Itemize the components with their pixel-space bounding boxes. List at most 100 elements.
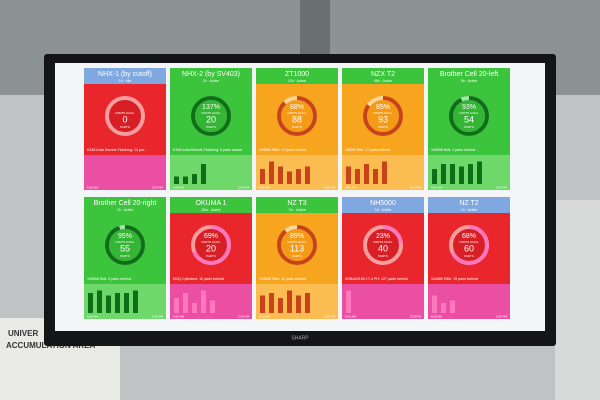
history-bar [296, 295, 301, 313]
tile-header [428, 68, 510, 84]
tile-message: 104880 Rifle: 19 parts behind [431, 277, 478, 281]
tile-status: 1h · Active [461, 208, 477, 212]
tile-footer [342, 284, 424, 319]
tile-message: 109658 Bolt: 3 parts behind [431, 148, 475, 152]
tile-footer [84, 155, 166, 190]
goal-label: PARTS GOAL [116, 240, 135, 244]
gauge-arc [363, 96, 403, 136]
history-bar [373, 169, 378, 184]
history-bar [174, 298, 179, 313]
shift-start: 6:00 AM [259, 314, 271, 318]
history-bar [210, 300, 215, 313]
tile-message: K348 India Barrels Finishing: 5 parts ah… [173, 148, 242, 152]
shift-end: 2:00 PM [410, 314, 422, 318]
history-bar [260, 169, 265, 184]
unit-label: PARTS [464, 125, 474, 129]
goal-label: PARTS GOAL [460, 240, 479, 244]
shift-end: 2:00 PM [152, 185, 164, 189]
gauge-arc [449, 96, 489, 136]
tile-title: NZX T2 [371, 71, 395, 78]
parts-value: 0 [122, 114, 127, 124]
tile-title: Brother Cell 20-left [440, 71, 498, 78]
history-bar [106, 295, 111, 313]
tile-status: 1h · Active [375, 208, 391, 212]
gauge-arc [449, 225, 489, 265]
goal-label: PARTS GOAL [202, 240, 221, 244]
mount [300, 0, 330, 60]
parts-value: 88 [292, 114, 302, 124]
tile-message: 104866 Rifle: 17 parts behind [259, 148, 306, 152]
shift-end: 2:00 PM [324, 314, 336, 318]
shift-end: 2:00 PM [238, 314, 250, 318]
history-bar [296, 169, 301, 184]
tile-footer [170, 155, 252, 190]
tile-header [170, 68, 252, 84]
tile-header [84, 68, 166, 84]
tile-status: 2h · Active [117, 208, 133, 212]
shift-end: 2:00 PM [324, 185, 336, 189]
history-bar [269, 293, 274, 313]
tile-header [256, 68, 338, 84]
history-bar [459, 166, 464, 184]
tile-message: K348 India Barrels Finishing: 14 par... [87, 148, 147, 152]
history-bar [278, 298, 283, 313]
history-bar [364, 164, 369, 184]
history-bar [192, 303, 197, 313]
history-bar [432, 295, 437, 313]
gauge-face [281, 229, 313, 261]
unit-label: PARTS [120, 125, 130, 129]
history-bar [183, 293, 188, 313]
unit-label: PARTS [292, 125, 302, 129]
parts-value: 20 [206, 114, 216, 124]
tile-title: OKUMA 1 [195, 200, 226, 207]
gauge-arc [277, 96, 317, 136]
gauge-face [281, 100, 313, 132]
shift-end: 2:00 PM [238, 185, 250, 189]
history-bar [287, 171, 292, 184]
history-bar [382, 161, 387, 184]
tile-status: 2h · Active [203, 79, 219, 83]
parts-value: 60 [464, 243, 474, 253]
unit-label: PARTS [292, 254, 302, 258]
tile-status: 8h · Active [461, 79, 477, 83]
percent-label: 69% [204, 233, 218, 240]
tile-message: 109658 Bolt: 3 parts behind [87, 277, 131, 281]
tile-status: 7m · Active [288, 208, 305, 212]
shift-start: 6:00 AM [431, 185, 443, 189]
tile-message: KDBA00100 17-4 PH: 127 parts behind [345, 277, 408, 281]
history-bar [355, 169, 360, 184]
history-bar [183, 176, 188, 184]
history-bar [432, 169, 437, 184]
gauge-arc [363, 225, 403, 265]
history-bar [133, 290, 138, 313]
goal-label: PARTS GOAL [460, 111, 479, 115]
tile-message: 104866 Rifle: 12 parts behind [259, 277, 306, 281]
history-bar [269, 161, 274, 184]
unit-label: PARTS [378, 125, 388, 129]
history-bar [278, 166, 283, 184]
tile-title: ZT1000 [285, 71, 309, 78]
shift-end: 2:00 PM [496, 185, 508, 189]
unit-label: PARTS [378, 254, 388, 258]
unit-label: PARTS [206, 125, 216, 129]
tile-title: NZ T2 [459, 200, 478, 207]
tile-title: Brother Cell 20-right [94, 200, 157, 207]
tile-status: 12h · Active [288, 79, 306, 83]
parts-value: 55 [120, 243, 130, 253]
goal-label: PARTS GOAL [116, 111, 135, 115]
percent-label: 23% [376, 233, 390, 240]
shift-start: 6:00 AM [259, 185, 271, 189]
goal-label: PARTS GOAL [374, 240, 393, 244]
machine-tile: NHX-2 (by SV403)2h · Active 137%PARTS GOA… [170, 68, 252, 190]
history-bar [260, 295, 265, 313]
brand-logo: SHARP [291, 335, 309, 341]
tile-title: NHX-2 (by SV403) [182, 71, 240, 78]
